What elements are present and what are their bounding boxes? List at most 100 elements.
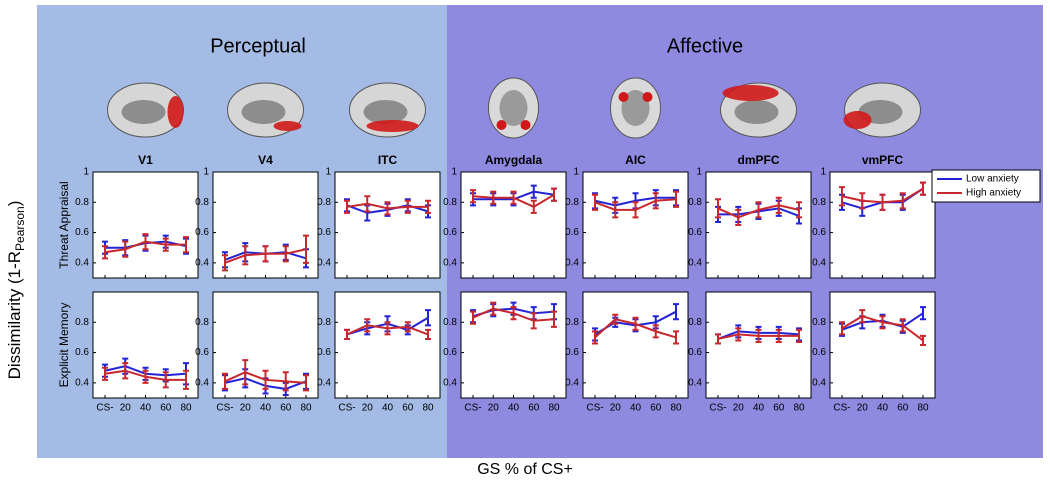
- plot-area: [829, 171, 936, 279]
- y-tick-label: 0.8: [565, 317, 579, 328]
- roi-highlight: [496, 120, 507, 130]
- y-tick-label: 0.4: [443, 257, 457, 268]
- y-tick-label: 0.6: [75, 347, 89, 358]
- y-tick-label: 1: [573, 167, 579, 178]
- panel-title: Amygdala: [485, 153, 543, 167]
- error-bar: [222, 254, 228, 272]
- x-tick-label: 20: [488, 403, 500, 414]
- y-tick-label: 1: [325, 167, 331, 178]
- y-tick-label: 0.6: [443, 347, 457, 358]
- x-tick-label: 80: [670, 403, 682, 414]
- series-line: [346, 324, 429, 336]
- y-tick-label: 0.8: [565, 197, 579, 208]
- y-tick-label: 0.6: [688, 347, 702, 358]
- y-tick-label: 0.8: [443, 197, 457, 208]
- y-tick-label: 0.6: [195, 347, 209, 358]
- group-title: Affective: [667, 35, 743, 57]
- x-tick-label: 60: [280, 403, 292, 414]
- y-tick-label: 1: [451, 167, 457, 178]
- brain-detail: [734, 100, 779, 124]
- series-line: [224, 248, 307, 264]
- y-tick-label: 0.4: [565, 257, 579, 268]
- y-axis-label-end: ): [5, 201, 24, 207]
- x-tick-label: 80: [548, 403, 560, 414]
- series-line: [841, 315, 924, 342]
- legend-box: [931, 169, 1041, 203]
- plot-area: [705, 171, 812, 279]
- brain-detail: [621, 90, 650, 126]
- y-tick-label: 0.4: [688, 377, 702, 388]
- y-tick-label: 0.6: [812, 347, 826, 358]
- panel-title: AIC: [625, 153, 646, 167]
- x-tick-label: CS-: [96, 403, 113, 414]
- y-tick-label: 0.8: [812, 197, 826, 208]
- roi-highlight: [618, 92, 629, 102]
- y-tick-label: 0.8: [688, 317, 702, 328]
- x-tick-label: 80: [300, 403, 312, 414]
- error-bar: [715, 333, 721, 345]
- error-bar: [551, 187, 557, 202]
- brain-detail: [241, 100, 286, 124]
- x-tick-label: 40: [140, 403, 152, 414]
- y-tick-label: 0.4: [688, 257, 702, 268]
- error-bar: [470, 189, 476, 204]
- x-tick-label: 60: [897, 403, 909, 414]
- x-tick-label: 40: [753, 403, 765, 414]
- x-tick-label: 80: [180, 403, 192, 414]
- y-tick-label: 0.4: [195, 377, 209, 388]
- error-bar: [425, 309, 431, 327]
- y-tick-label: 0.8: [195, 197, 209, 208]
- x-tick-label: 40: [508, 403, 520, 414]
- series-line: [717, 204, 800, 219]
- brain-detail: [363, 100, 408, 124]
- y-tick-label: 1: [696, 167, 702, 178]
- x-tick-label: CS-: [709, 403, 726, 414]
- x-tick-label: 60: [402, 403, 414, 414]
- y-tick-label: 0.4: [317, 257, 331, 268]
- series-line: [841, 187, 924, 204]
- y-axis-label: Dissimilarity (1-RPearson): [5, 201, 27, 380]
- plot-area: [334, 291, 441, 399]
- y-tick-label: 0.6: [688, 227, 702, 238]
- panel-title: V4: [258, 153, 273, 167]
- x-tick-label: 80: [917, 403, 929, 414]
- x-tick-label: 80: [793, 403, 805, 414]
- series-line: [472, 307, 555, 322]
- y-tick-label: 0.6: [812, 227, 826, 238]
- brain-detail: [499, 90, 528, 126]
- panel-title: dmPFC: [738, 153, 780, 167]
- x-tick-label: 20: [120, 403, 132, 414]
- series-line: [472, 193, 555, 208]
- plot-area: [705, 291, 812, 399]
- y-tick-label: 0.8: [75, 197, 89, 208]
- roi-highlight: [167, 96, 184, 128]
- panel-y-label: Explicit Memory: [57, 303, 71, 388]
- x-tick-label: 60: [160, 403, 172, 414]
- roi-highlight: [366, 120, 419, 132]
- error-bar: [470, 310, 476, 325]
- y-tick-label: 0.6: [317, 227, 331, 238]
- y-tick-label: 0.8: [317, 317, 331, 328]
- y-tick-label: 0.8: [75, 317, 89, 328]
- x-axis-label: GS % of CS+: [477, 461, 573, 478]
- y-tick-label: 0.4: [443, 377, 457, 388]
- error-bar: [303, 234, 309, 264]
- panel-title: V1: [138, 153, 153, 167]
- y-tick-label: 0.6: [75, 227, 89, 238]
- y-tick-label: 0.4: [812, 257, 826, 268]
- x-tick-label: 40: [260, 403, 272, 414]
- y-tick-label: 0.8: [688, 197, 702, 208]
- series-line: [104, 369, 186, 381]
- y-axis-label-sub: Pearson: [13, 206, 27, 251]
- y-tick-label: 0.4: [317, 377, 331, 388]
- y-tick-label: 0.8: [317, 197, 331, 208]
- legend-label: Low anxiety: [966, 174, 1019, 185]
- x-tick-label: CS-: [586, 403, 603, 414]
- y-tick-label: 0.8: [195, 317, 209, 328]
- y-tick-label: 0.6: [317, 347, 331, 358]
- roi-highlight: [843, 111, 872, 129]
- plot-area: [334, 171, 441, 279]
- series-line: [594, 198, 677, 211]
- error-bar: [673, 303, 679, 321]
